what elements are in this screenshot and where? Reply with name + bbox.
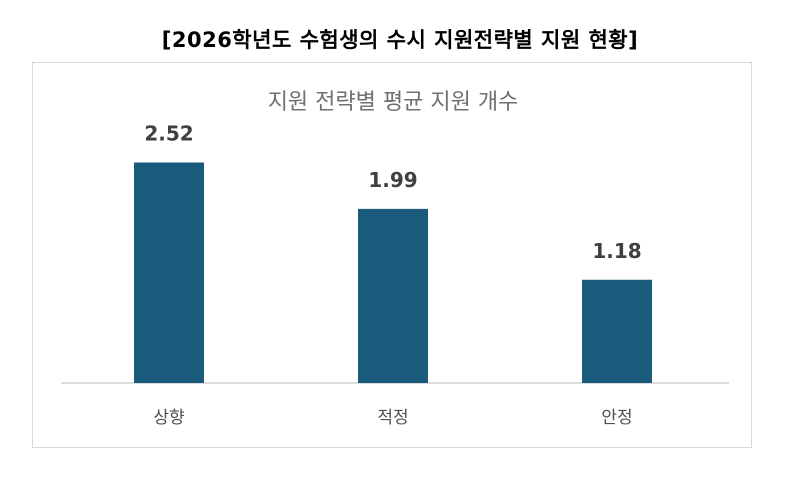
bars-layer: 2.52 상향 1.99 적정 1.18 안정 xyxy=(134,122,652,428)
x-tick-label-3: 안정 xyxy=(601,408,632,428)
x-tick-label-1: 상향 xyxy=(153,408,184,428)
chart-frame: 지원 전략별 평균 지원 개수 2.52 상향 1.99 적정 1.18 안정 xyxy=(32,62,752,448)
data-label-2: 1.99 xyxy=(368,168,417,192)
x-tick-label-2: 적정 xyxy=(377,408,408,428)
page-title: [2026학년도 수험생의 수시 지원전략별 지원 현황] xyxy=(161,28,639,52)
data-label-1: 2.52 xyxy=(144,122,193,146)
bar-3 xyxy=(582,279,652,383)
bar-1 xyxy=(134,162,204,383)
bar-2 xyxy=(358,208,428,383)
data-label-3: 1.18 xyxy=(592,239,641,263)
bar-chart: 지원 전략별 평균 지원 개수 2.52 상향 1.99 적정 1.18 안정 xyxy=(61,90,729,428)
chart-title: 지원 전략별 평균 지원 개수 xyxy=(268,90,519,115)
